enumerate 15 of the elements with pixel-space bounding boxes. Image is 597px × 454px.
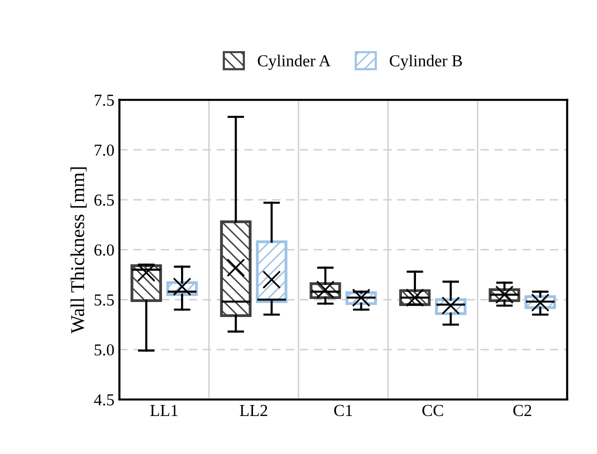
y-tick-label: 4.5: [94, 394, 114, 406]
x-tick-label: CC: [422, 404, 444, 416]
x-tick-label: LL2: [240, 404, 268, 416]
legend-label: Cylinder A: [258, 54, 331, 70]
y-tick-label: 5.5: [94, 294, 114, 306]
y-axis-title: Wall Thickness [mm]: [70, 167, 87, 334]
x-tick-label: C2: [513, 404, 532, 416]
y-tick-label: 7.5: [94, 94, 114, 106]
y-tick-label: 5.0: [94, 344, 114, 356]
x-tick-label: LL1: [150, 404, 178, 416]
y-tick-label: 6.0: [94, 244, 114, 256]
y-tick-label: 6.5: [94, 194, 114, 206]
x-tick-label: C1: [334, 404, 352, 416]
legend-label: Cylinder B: [390, 54, 462, 70]
y-tick-label: 7.0: [94, 144, 114, 156]
